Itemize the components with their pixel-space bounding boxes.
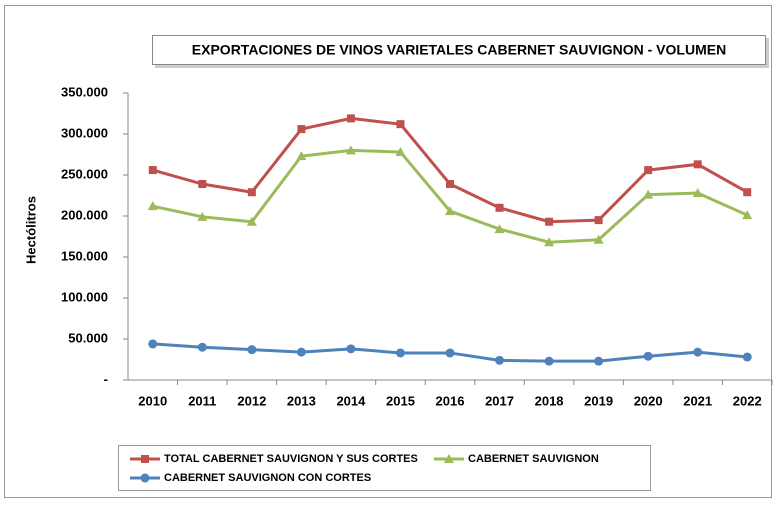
marker bbox=[495, 355, 505, 365]
legend-entry: CABERNET SAUVIGNON bbox=[434, 453, 599, 465]
marker bbox=[197, 211, 208, 221]
legend-label: CABERNET SAUVIGNON CON CORTES bbox=[164, 472, 371, 484]
chart-border bbox=[4, 5, 772, 498]
x-tick-label: 2017 bbox=[485, 393, 514, 408]
marker bbox=[246, 216, 257, 226]
marker bbox=[296, 347, 306, 357]
marker bbox=[545, 217, 554, 226]
x-tick-label: 2013 bbox=[287, 393, 316, 408]
marker bbox=[198, 180, 207, 189]
marker bbox=[296, 151, 307, 161]
marker bbox=[693, 160, 702, 169]
x-tick-label: 2012 bbox=[237, 393, 266, 408]
marker bbox=[147, 201, 158, 211]
legend-label: TOTAL CABERNET SAUVIGNON Y SUS CORTES bbox=[164, 453, 418, 465]
marker bbox=[141, 455, 149, 463]
marker bbox=[643, 189, 654, 199]
marker bbox=[693, 347, 703, 357]
marker bbox=[643, 351, 653, 361]
marker bbox=[395, 147, 406, 157]
marker bbox=[444, 454, 454, 463]
marker bbox=[494, 224, 505, 234]
marker bbox=[345, 145, 356, 155]
y-tick-label: 200.000 bbox=[61, 207, 108, 222]
marker bbox=[692, 188, 703, 198]
marker bbox=[445, 348, 455, 358]
marker bbox=[247, 345, 257, 355]
marker bbox=[544, 237, 555, 247]
y-tick-label: 300.000 bbox=[61, 125, 108, 140]
marker bbox=[197, 342, 207, 352]
marker bbox=[742, 210, 753, 220]
x-tick-label: 2020 bbox=[634, 393, 663, 408]
x-tick-label: 2011 bbox=[188, 393, 216, 408]
marker bbox=[148, 339, 158, 349]
chart-title: EXPORTACIONES DE VINOS VARIETALES CABERN… bbox=[192, 42, 726, 58]
marker bbox=[140, 473, 150, 483]
marker bbox=[297, 125, 306, 134]
marker bbox=[593, 234, 604, 244]
legend-entry: TOTAL CABERNET SAUVIGNON Y SUS CORTES bbox=[130, 453, 418, 465]
marker bbox=[346, 344, 356, 354]
legend-label: CABERNET SAUVIGNON bbox=[468, 453, 599, 465]
marker bbox=[742, 352, 752, 362]
y-tick-label: 350.000 bbox=[61, 84, 108, 99]
legend-box bbox=[118, 445, 651, 491]
y-tick-label: 50.000 bbox=[68, 330, 108, 345]
y-tick-label: 250.000 bbox=[61, 166, 108, 181]
marker bbox=[396, 120, 405, 129]
x-tick-label: 2019 bbox=[584, 393, 613, 408]
x-tick-label: 2022 bbox=[733, 393, 762, 408]
marker bbox=[495, 203, 504, 212]
title-box bbox=[152, 35, 766, 65]
marker bbox=[445, 206, 455, 216]
marker bbox=[544, 356, 554, 366]
marker bbox=[346, 114, 355, 123]
marker bbox=[395, 348, 405, 358]
marker bbox=[148, 166, 157, 175]
x-tick-label: 2016 bbox=[436, 393, 465, 408]
y-axis-label: Hectólitros bbox=[23, 196, 38, 264]
marker bbox=[247, 188, 256, 197]
marker bbox=[446, 180, 454, 189]
marker bbox=[644, 166, 653, 175]
marker bbox=[594, 356, 604, 366]
y-tick-label: - bbox=[104, 371, 108, 386]
legend-entry: CABERNET SAUVIGNON CON CORTES bbox=[130, 472, 371, 484]
marker bbox=[594, 216, 603, 225]
x-tick-label: 2015 bbox=[386, 393, 415, 408]
marker bbox=[743, 188, 752, 197]
y-tick-label: 100.000 bbox=[61, 289, 108, 304]
y-tick-label: 150.000 bbox=[61, 248, 108, 263]
x-tick-label: 2014 bbox=[336, 393, 366, 408]
x-tick-label: 2021 bbox=[683, 393, 712, 408]
x-tick-label: 2010 bbox=[138, 393, 167, 408]
x-tick-label: 2018 bbox=[535, 393, 564, 408]
